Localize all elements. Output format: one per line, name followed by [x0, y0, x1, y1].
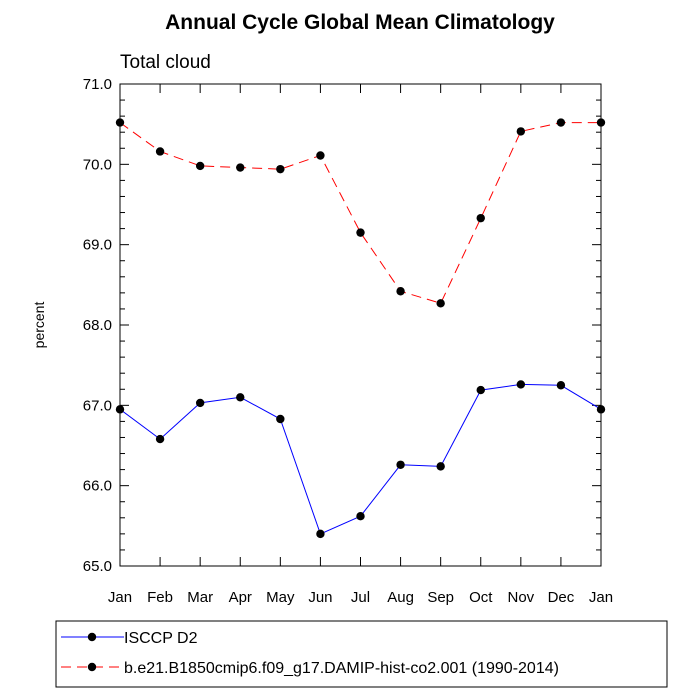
data-point-0: [195, 398, 205, 408]
data-point-1: [236, 163, 245, 172]
legend-marker-1: [87, 662, 97, 672]
y-tick-label: 70.0: [83, 156, 112, 173]
y-tick-label: 68.0: [83, 317, 112, 334]
series-line-0: [119, 383, 602, 535]
legend-entry-1: b.e21.B1850cmip6.f09_g17.DAMIP-hist-co2.…: [124, 660, 559, 677]
x-tick-label: Apr: [229, 589, 252, 606]
x-tick-label: Jun: [308, 589, 332, 606]
data-point-0: [155, 434, 165, 444]
x-tick-label: Nov: [507, 589, 534, 606]
data-point-0: [316, 529, 325, 539]
x-tick-label: Aug: [387, 589, 414, 606]
data-point-0: [276, 414, 285, 424]
series-line-1: [119, 122, 601, 304]
data-point-1: [316, 151, 325, 160]
plot-frame: [119, 83, 602, 567]
data-point-1: [195, 161, 205, 171]
legend-entry-0: ISCCP D2: [124, 630, 198, 647]
series-layer: [115, 118, 606, 539]
data-point-0: [356, 511, 365, 521]
data-point-1: [476, 213, 485, 223]
x-tick-label: May: [266, 589, 295, 606]
axis-ticks: [119, 83, 602, 567]
y-tick-label: 69.0: [83, 237, 112, 254]
y-axis-label: percent: [31, 302, 47, 349]
chart-subtitle: Total cloud: [120, 52, 211, 73]
legend: ISCCP D2 b.e21.B1850cmip6.f09_g17.DAMIP-h…: [61, 630, 559, 677]
tick-labels: 65.0 66.0 67.0 68.0 69.0 70.0 71.0 Jan Feb Mar Apr…: [83, 76, 613, 606]
data-point-0: [556, 381, 566, 390]
x-tick-label: Mar: [187, 589, 213, 606]
data-point-0: [236, 393, 245, 402]
chart-title: Annual Cycle Global Mean Climatology: [165, 11, 555, 34]
y-tick-label: 67.0: [83, 397, 112, 414]
x-tick-label: Jan: [108, 589, 132, 606]
data-point-1: [516, 127, 526, 136]
legend-marker-0: [87, 632, 97, 642]
y-tick-label: 71.0: [83, 76, 112, 93]
x-tick-label: Feb: [147, 589, 173, 606]
data-point-1: [556, 118, 566, 127]
data-point-1: [436, 299, 445, 308]
legend-box: [55, 620, 668, 688]
x-tick-label: Sep: [427, 589, 454, 606]
y-tick-label: 66.0: [83, 478, 112, 495]
x-tick-label: Jul: [351, 589, 370, 606]
data-point-1: [276, 164, 285, 174]
x-tick-label: Dec: [548, 589, 575, 606]
data-point-0: [516, 380, 526, 389]
data-point-1: [396, 287, 405, 296]
data-point-1: [356, 228, 365, 237]
data-point-0: [396, 460, 405, 469]
data-point-0: [476, 385, 485, 395]
data-point-0: [436, 462, 445, 471]
x-tick-label: Oct: [469, 589, 493, 606]
data-point-1: [155, 147, 165, 156]
y-tick-label: 65.0: [83, 558, 112, 575]
x-tick-label: Jan: [589, 589, 613, 606]
